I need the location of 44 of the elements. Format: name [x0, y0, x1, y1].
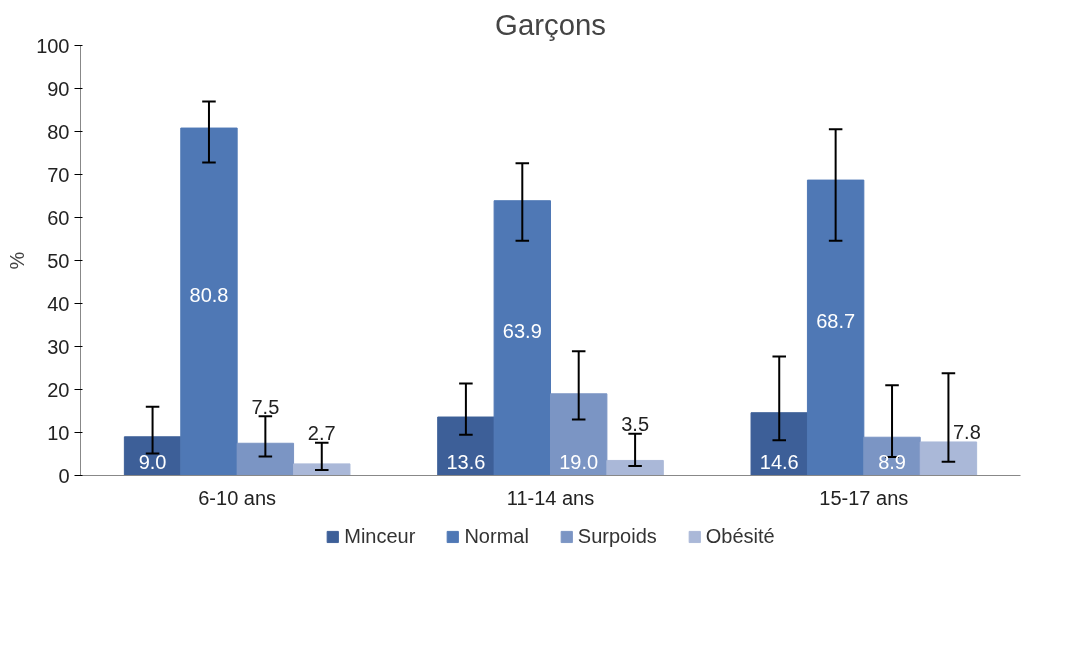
x-tick-label: 11-14 ans: [506, 486, 595, 509]
bar: [919, 441, 978, 476]
data-label: 80.8: [189, 283, 229, 306]
bar: [180, 127, 238, 476]
y-axis-title: %: [6, 251, 29, 270]
data-label: 68.7: [816, 309, 856, 332]
y-tick-label: 40: [47, 292, 70, 315]
data-label: 13.6: [446, 451, 486, 474]
legend-label: Obésité: [705, 524, 775, 548]
y-tick-label: 100: [36, 34, 70, 57]
y-tick-label: 70: [47, 163, 70, 186]
bar: [236, 442, 295, 476]
legend-label: Normal: [464, 524, 529, 548]
bar: [123, 436, 182, 476]
y-tick-label: 0: [58, 464, 70, 487]
x-tick-label: 6-10 ans: [198, 486, 277, 509]
legend-label: Minceur: [344, 524, 416, 548]
data-label: 7.5: [251, 395, 280, 418]
legend-label: Surpoids: [577, 524, 657, 548]
bar: [606, 459, 664, 476]
data-label: 7.8: [952, 421, 981, 444]
x-tick-label: 15-17 ans: [819, 486, 909, 509]
bar: [550, 393, 608, 476]
data-label: 8.9: [878, 451, 906, 474]
bar: [293, 463, 351, 476]
y-tick-label: 30: [47, 335, 70, 358]
y-tick-label: 90: [47, 77, 70, 100]
y-tick-label: 60: [47, 206, 70, 229]
bar: [493, 200, 551, 476]
bar: [750, 412, 808, 476]
y-tick-label: 20: [47, 378, 70, 401]
data-label: 14.6: [759, 451, 799, 474]
data-label: 19.0: [559, 451, 599, 474]
data-label: 9.0: [138, 451, 167, 474]
data-label: 2.7: [307, 422, 336, 445]
data-label: 3.5: [621, 413, 650, 436]
bar: [806, 179, 865, 476]
y-tick-label: 50: [47, 249, 70, 272]
bar: [437, 416, 495, 476]
bar: [863, 436, 921, 476]
data-label: 63.9: [502, 320, 542, 343]
y-tick-label: 80: [47, 120, 70, 143]
y-tick-label: 10: [47, 421, 70, 444]
chart-title: Garçons: [495, 7, 606, 41]
